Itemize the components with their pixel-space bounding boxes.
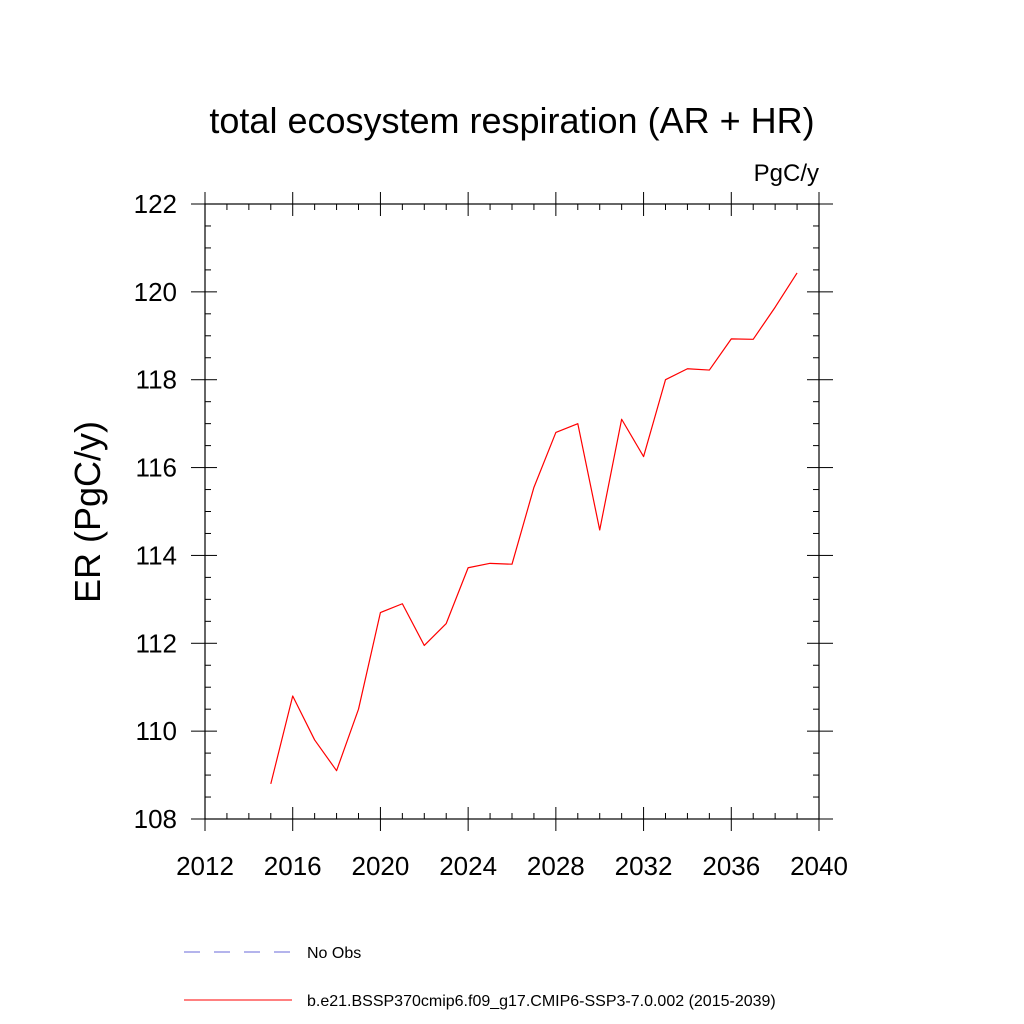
tick-marks [191,192,833,831]
data-point [708,369,711,372]
chart-title: total ecosystem respiration (AR + HR) [209,100,814,141]
y-tick-label: 108 [134,804,177,834]
data-point [686,367,689,370]
x-tick-label: 2016 [264,851,322,881]
data-point [511,563,514,566]
data-point [379,611,382,614]
y-tick-label: 120 [134,277,177,307]
x-tick-label: 2036 [702,851,760,881]
y-tick-label: 116 [136,453,177,483]
plot-frame [204,203,820,820]
x-tick-label: 2028 [527,851,585,881]
y-tick-label: 112 [136,628,177,658]
series-layer [269,271,799,785]
data-point [489,562,492,565]
x-tick-label: 2032 [615,851,673,881]
data-point [335,769,338,772]
data-point [598,528,601,531]
data-point [445,622,448,625]
y-tick-label: 122 [134,189,177,219]
data-point [467,566,470,569]
data-point [774,306,777,309]
data-point [313,738,316,741]
data-point [642,455,645,458]
y-axis-label: ER (PgC/y) [67,421,108,603]
data-point [291,695,294,698]
x-tick-label: 2012 [176,851,234,881]
data-point [730,337,733,340]
data-point [532,486,535,489]
data-point [401,602,404,605]
data-point [664,378,667,381]
data-point [357,708,360,711]
data-point [269,782,272,785]
y-tick-label: 114 [136,540,177,570]
y-tick-labels: 108 110 112 114 116 118 120 122 [134,189,177,834]
data-point [620,418,623,421]
x-tick-label: 2040 [790,851,848,881]
units-label: PgC/y [754,160,819,187]
y-tick-label: 110 [136,716,177,746]
y-tick-label: 118 [136,365,177,395]
x-tick-label: 2024 [439,851,497,881]
data-point [423,644,426,647]
data-point [554,431,557,434]
legend: No Obs b.e21.BSSP370cmip6.f09_g17.CMIP6-S… [184,945,776,1010]
series-line [270,272,798,785]
data-point [752,338,755,341]
x-tick-labels: 2012 2016 2020 2024 2028 2032 2036 2040 [176,851,848,881]
data-point [576,422,579,425]
legend-label: No Obs [307,945,361,962]
x-tick-label: 2020 [352,851,410,881]
legend-label: b.e21.BSSP370cmip6.f09_g17.CMIP6-SSP3-7.… [307,993,776,1010]
data-point [796,271,799,274]
